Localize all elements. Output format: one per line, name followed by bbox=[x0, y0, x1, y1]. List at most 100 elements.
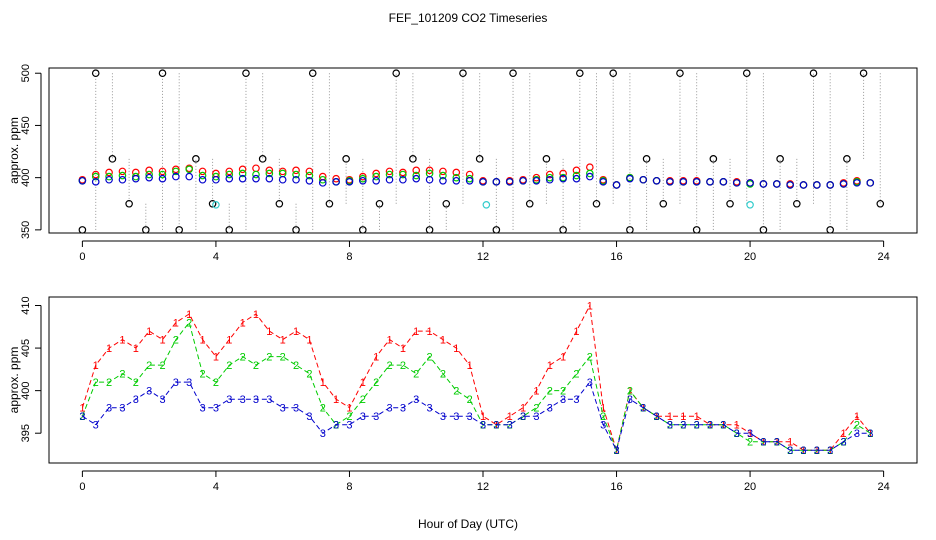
point-3 bbox=[719, 178, 728, 186]
point-3 bbox=[185, 172, 194, 181]
series-flag bbox=[212, 201, 754, 209]
x-tick-label: 12 bbox=[477, 481, 489, 493]
point-label-1: 1 bbox=[386, 335, 392, 347]
point-2 bbox=[132, 172, 140, 181]
point-label-3: 3 bbox=[173, 377, 179, 389]
point-1 bbox=[225, 167, 234, 176]
point-label-3: 3 bbox=[587, 377, 593, 389]
point-1 bbox=[118, 167, 127, 176]
point-label-1: 1 bbox=[280, 335, 286, 347]
point-2 bbox=[292, 170, 300, 179]
point-label-2: 2 bbox=[747, 437, 753, 449]
point-label-3: 3 bbox=[720, 420, 726, 432]
point-3 bbox=[853, 179, 861, 187]
point-reference bbox=[225, 226, 234, 234]
top-panel: 0 4 8 12 16 20 24 350 400 450 500 approx. ppm bbox=[7, 64, 918, 263]
point-label-2: 2 bbox=[159, 360, 165, 372]
point-label-3: 3 bbox=[707, 420, 713, 432]
bottom-y-axis-label: approx. ppm bbox=[7, 347, 21, 414]
point-label-3: 3 bbox=[814, 445, 820, 457]
point-reference bbox=[308, 69, 317, 78]
point-1 bbox=[305, 167, 314, 176]
point-label-1: 1 bbox=[440, 335, 446, 347]
point-reference bbox=[609, 69, 618, 78]
point-label-1: 1 bbox=[654, 411, 660, 423]
point-label-3: 3 bbox=[747, 428, 753, 440]
series-3 bbox=[78, 172, 875, 189]
point-3 bbox=[706, 178, 714, 186]
point-3 bbox=[866, 179, 875, 187]
point-reference bbox=[642, 155, 651, 163]
point-label-1: 1 bbox=[533, 386, 539, 398]
point-reference bbox=[492, 226, 501, 234]
point-label-2: 2 bbox=[333, 420, 339, 432]
x-tick-label: 0 bbox=[79, 481, 85, 493]
point-label-3: 3 bbox=[293, 403, 299, 415]
point-2 bbox=[439, 171, 447, 180]
point-reference bbox=[525, 199, 534, 208]
point-reference bbox=[809, 69, 818, 78]
point-2 bbox=[359, 174, 367, 183]
point-reference bbox=[425, 226, 434, 234]
point-reference bbox=[576, 69, 584, 78]
y-tick-label: 350 bbox=[20, 221, 32, 239]
point-3 bbox=[572, 174, 581, 183]
point-label-3: 3 bbox=[413, 394, 419, 406]
point-label-1: 1 bbox=[333, 394, 339, 406]
point-1 bbox=[412, 166, 421, 175]
x-tick-label: 16 bbox=[610, 251, 622, 263]
point-label-2: 2 bbox=[373, 377, 379, 389]
point-label-3: 3 bbox=[760, 437, 766, 449]
point-label-3: 3 bbox=[133, 394, 139, 406]
point-3 bbox=[746, 179, 754, 187]
point-3 bbox=[412, 174, 421, 183]
x-axis-label: Hour of Day (UTC) bbox=[418, 517, 518, 531]
point-label-3: 3 bbox=[440, 411, 446, 423]
point-label-3: 3 bbox=[186, 377, 192, 389]
point-label-1: 1 bbox=[867, 428, 873, 440]
point-2 bbox=[586, 169, 594, 178]
point-label-3: 3 bbox=[480, 420, 486, 432]
x-tick-label: 24 bbox=[877, 481, 889, 493]
point-2 bbox=[265, 169, 274, 178]
point-2 bbox=[225, 170, 234, 179]
point-label-3: 3 bbox=[667, 420, 673, 432]
point-label-1: 1 bbox=[587, 301, 593, 313]
point-label-3: 3 bbox=[146, 386, 152, 398]
top-y-axis-label: approx. ppm bbox=[7, 117, 21, 184]
point-1 bbox=[559, 169, 567, 178]
point-reference bbox=[91, 69, 100, 78]
point-label-1: 1 bbox=[213, 352, 219, 364]
point-label-2: 2 bbox=[667, 420, 673, 432]
point-label-1: 1 bbox=[360, 377, 366, 389]
point-3 bbox=[465, 176, 474, 185]
point-label-1: 1 bbox=[547, 360, 553, 372]
y-tick-label: 500 bbox=[20, 64, 32, 82]
point-2 bbox=[105, 172, 113, 181]
point-label-3: 3 bbox=[800, 445, 806, 457]
point-label-2: 2 bbox=[173, 335, 179, 347]
point-1 bbox=[425, 166, 434, 175]
point-2 bbox=[145, 170, 153, 179]
point-1 bbox=[545, 170, 554, 179]
point-2 bbox=[318, 175, 327, 184]
point-label-3: 3 bbox=[827, 445, 833, 457]
point-label-3: 3 bbox=[787, 445, 793, 457]
point-label-2: 2 bbox=[600, 411, 606, 423]
point-label-1: 1 bbox=[159, 335, 165, 347]
point-3 bbox=[78, 176, 87, 185]
point-2 bbox=[412, 171, 421, 180]
x-tick-label: 12 bbox=[477, 251, 489, 263]
point-reference bbox=[192, 155, 200, 163]
point-label-3: 3 bbox=[520, 411, 526, 423]
point-label-1: 1 bbox=[226, 335, 232, 347]
point-1 bbox=[278, 167, 287, 176]
point-label-3: 3 bbox=[346, 420, 352, 432]
point-label-1: 1 bbox=[667, 411, 673, 423]
point-1 bbox=[198, 167, 207, 176]
point-3 bbox=[732, 179, 741, 187]
point-label-2: 2 bbox=[146, 360, 152, 372]
point-label-1: 1 bbox=[854, 411, 860, 423]
point-label-2: 2 bbox=[186, 318, 192, 330]
point-label-3: 3 bbox=[600, 420, 606, 432]
